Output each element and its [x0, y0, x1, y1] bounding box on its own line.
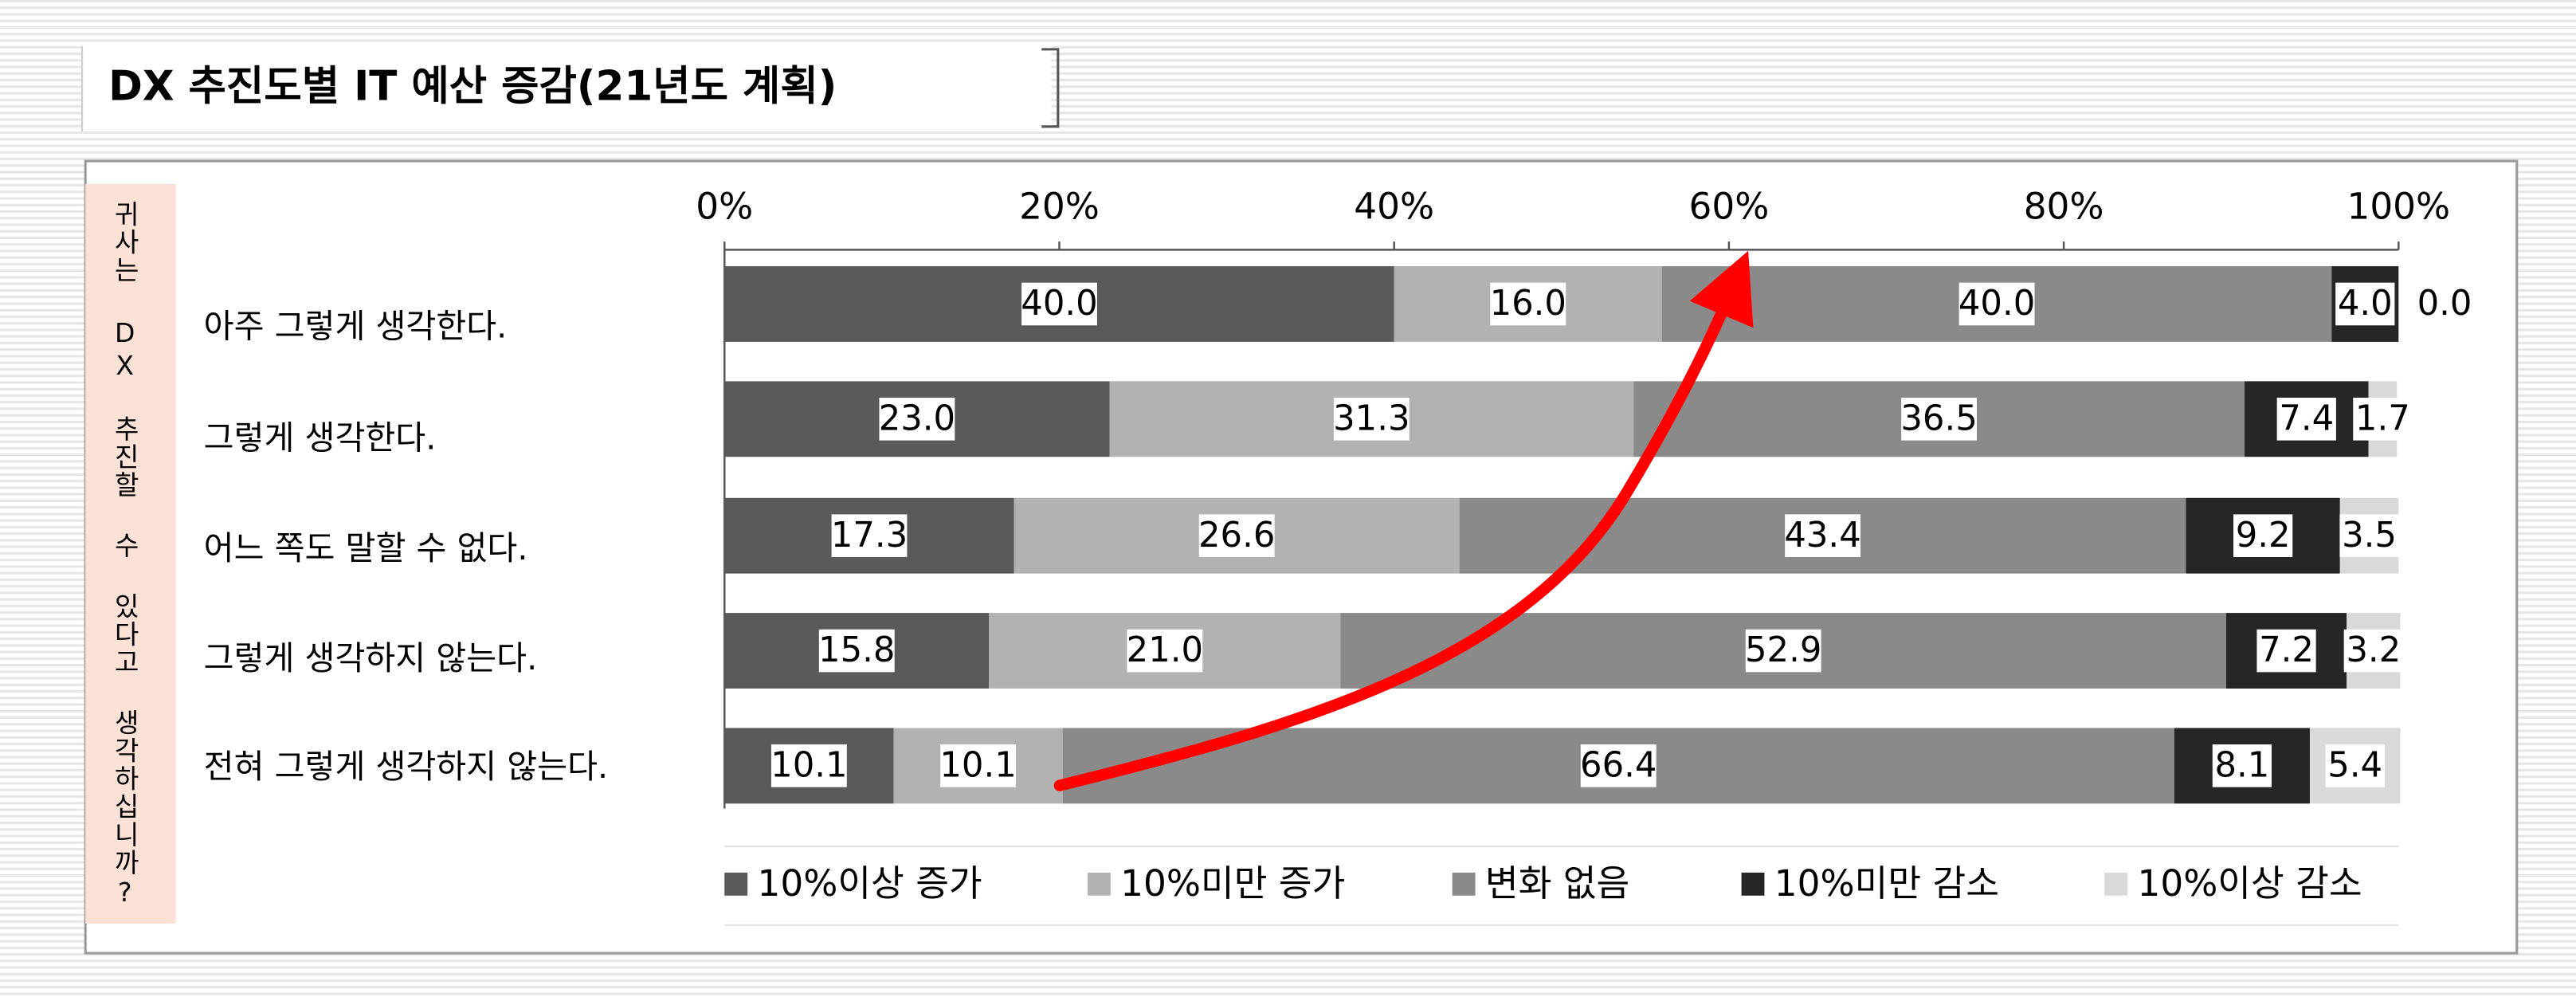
value-label-bg [2276, 397, 2336, 441]
trend-arrow [1053, 250, 1754, 791]
value-label: 15.8 [818, 630, 895, 670]
value-label-bg [2325, 744, 2385, 787]
value-label-bg [1958, 282, 2035, 326]
value-label-bg [1333, 397, 1410, 441]
value-label: 43.4 [1784, 516, 1860, 555]
value-label: 40.0 [1021, 284, 1097, 324]
value-label-bg [2335, 282, 2395, 326]
value-label-bg [1198, 514, 1275, 558]
plot: 0% 20% 40% 60% 80% 100% 아주 그렇게 생각한다. 40.0 16.0 40… [204, 185, 2472, 905]
value-label-bg [1901, 397, 1978, 441]
value-label: 23.0 [879, 398, 955, 438]
value-label-bg [1580, 744, 1657, 787]
legend-swatch [1087, 872, 1111, 896]
value-label: 21.0 [1127, 630, 1203, 670]
chart-title: DX 추진도별 IT 예산 증감(21년도 계획) [108, 62, 837, 110]
value-label-bg [879, 397, 955, 441]
legend-swatch [1741, 872, 1765, 896]
category-label: 그렇게 생각하지 않는다. [204, 639, 538, 677]
value-label: 10.1 [770, 745, 847, 785]
value-label: 7.2 [2259, 630, 2314, 670]
value-label-bg [1785, 514, 1860, 558]
value-label: 17.3 [831, 516, 908, 555]
value-label: 36.5 [1900, 398, 1977, 438]
x-tick-label: 80% [2024, 185, 2104, 227]
x-tick-label: 60% [1688, 185, 1769, 227]
title-box [82, 45, 1052, 131]
category-label: 그렇게 생각한다. [204, 419, 437, 457]
x-tick-label: 40% [1354, 185, 1434, 227]
legend-swatch [724, 872, 748, 896]
value-label: 26.6 [1198, 516, 1275, 555]
value-label-bg [1745, 629, 1821, 673]
value-label: 3.5 [2342, 516, 2397, 555]
value-label: 8.1 [2214, 745, 2269, 785]
legend-label: 10%미만 증가 [1120, 862, 1345, 905]
x-tick-label: 0% [696, 185, 753, 227]
value-label: 4.0 [2338, 284, 2393, 324]
category-label: 전혀 그렇게 생각하지 않는다. [204, 748, 608, 786]
value-label: 31.3 [1333, 398, 1410, 438]
legend-label: 10%이상 증가 [758, 862, 982, 905]
value-label-bg [940, 744, 1017, 787]
value-label-bg [818, 629, 895, 673]
y-axis-label-box [85, 183, 176, 924]
value-label-bg [831, 514, 908, 558]
x-tick-label: 20% [1019, 185, 1100, 227]
category-label: 아주 그렇게 생각한다. [204, 307, 508, 345]
x-tick-label: 100% [2347, 185, 2450, 227]
value-label: 40.0 [1958, 284, 2035, 324]
legend-swatch [2104, 872, 2128, 896]
value-label: 7.4 [2279, 398, 2334, 438]
value-label-bg [2233, 514, 2293, 558]
value-label: 3.2 [2346, 630, 2401, 670]
value-label-bg [2343, 629, 2403, 673]
legend-label: 변화 없음 [1485, 862, 1629, 905]
legend-label: 10%미만 감소 [1774, 862, 1999, 905]
value-label-bg [770, 744, 847, 787]
value-label-bg [2353, 397, 2413, 441]
y-axis-label: 귀사는 DX 추진할 수 있다고 생각하십니까? [109, 201, 140, 909]
value-label: 1.7 [2355, 398, 2410, 438]
value-label-bg [2339, 514, 2399, 558]
title-bracket [1041, 48, 1060, 128]
value-label-bg [1490, 282, 1566, 326]
value-label: 5.4 [2327, 745, 2382, 785]
value-label: 9.2 [2236, 516, 2291, 555]
category-label: 어느 쪽도 말할 수 없다. [204, 529, 528, 567]
value-label: 16.0 [1490, 284, 1566, 324]
value-label-bg [2212, 744, 2272, 787]
legend-label: 10%이상 감소 [2137, 862, 2362, 905]
value-label-bg [2256, 629, 2316, 673]
value-label: 66.4 [1580, 745, 1657, 785]
value-label: 0.0 [2417, 284, 2472, 324]
value-label: 10.1 [939, 745, 1016, 785]
legend-swatch [1452, 872, 1476, 896]
value-label-bg [1021, 282, 1097, 326]
value-label-bg [1127, 629, 1203, 673]
value-label: 52.9 [1745, 630, 1821, 670]
